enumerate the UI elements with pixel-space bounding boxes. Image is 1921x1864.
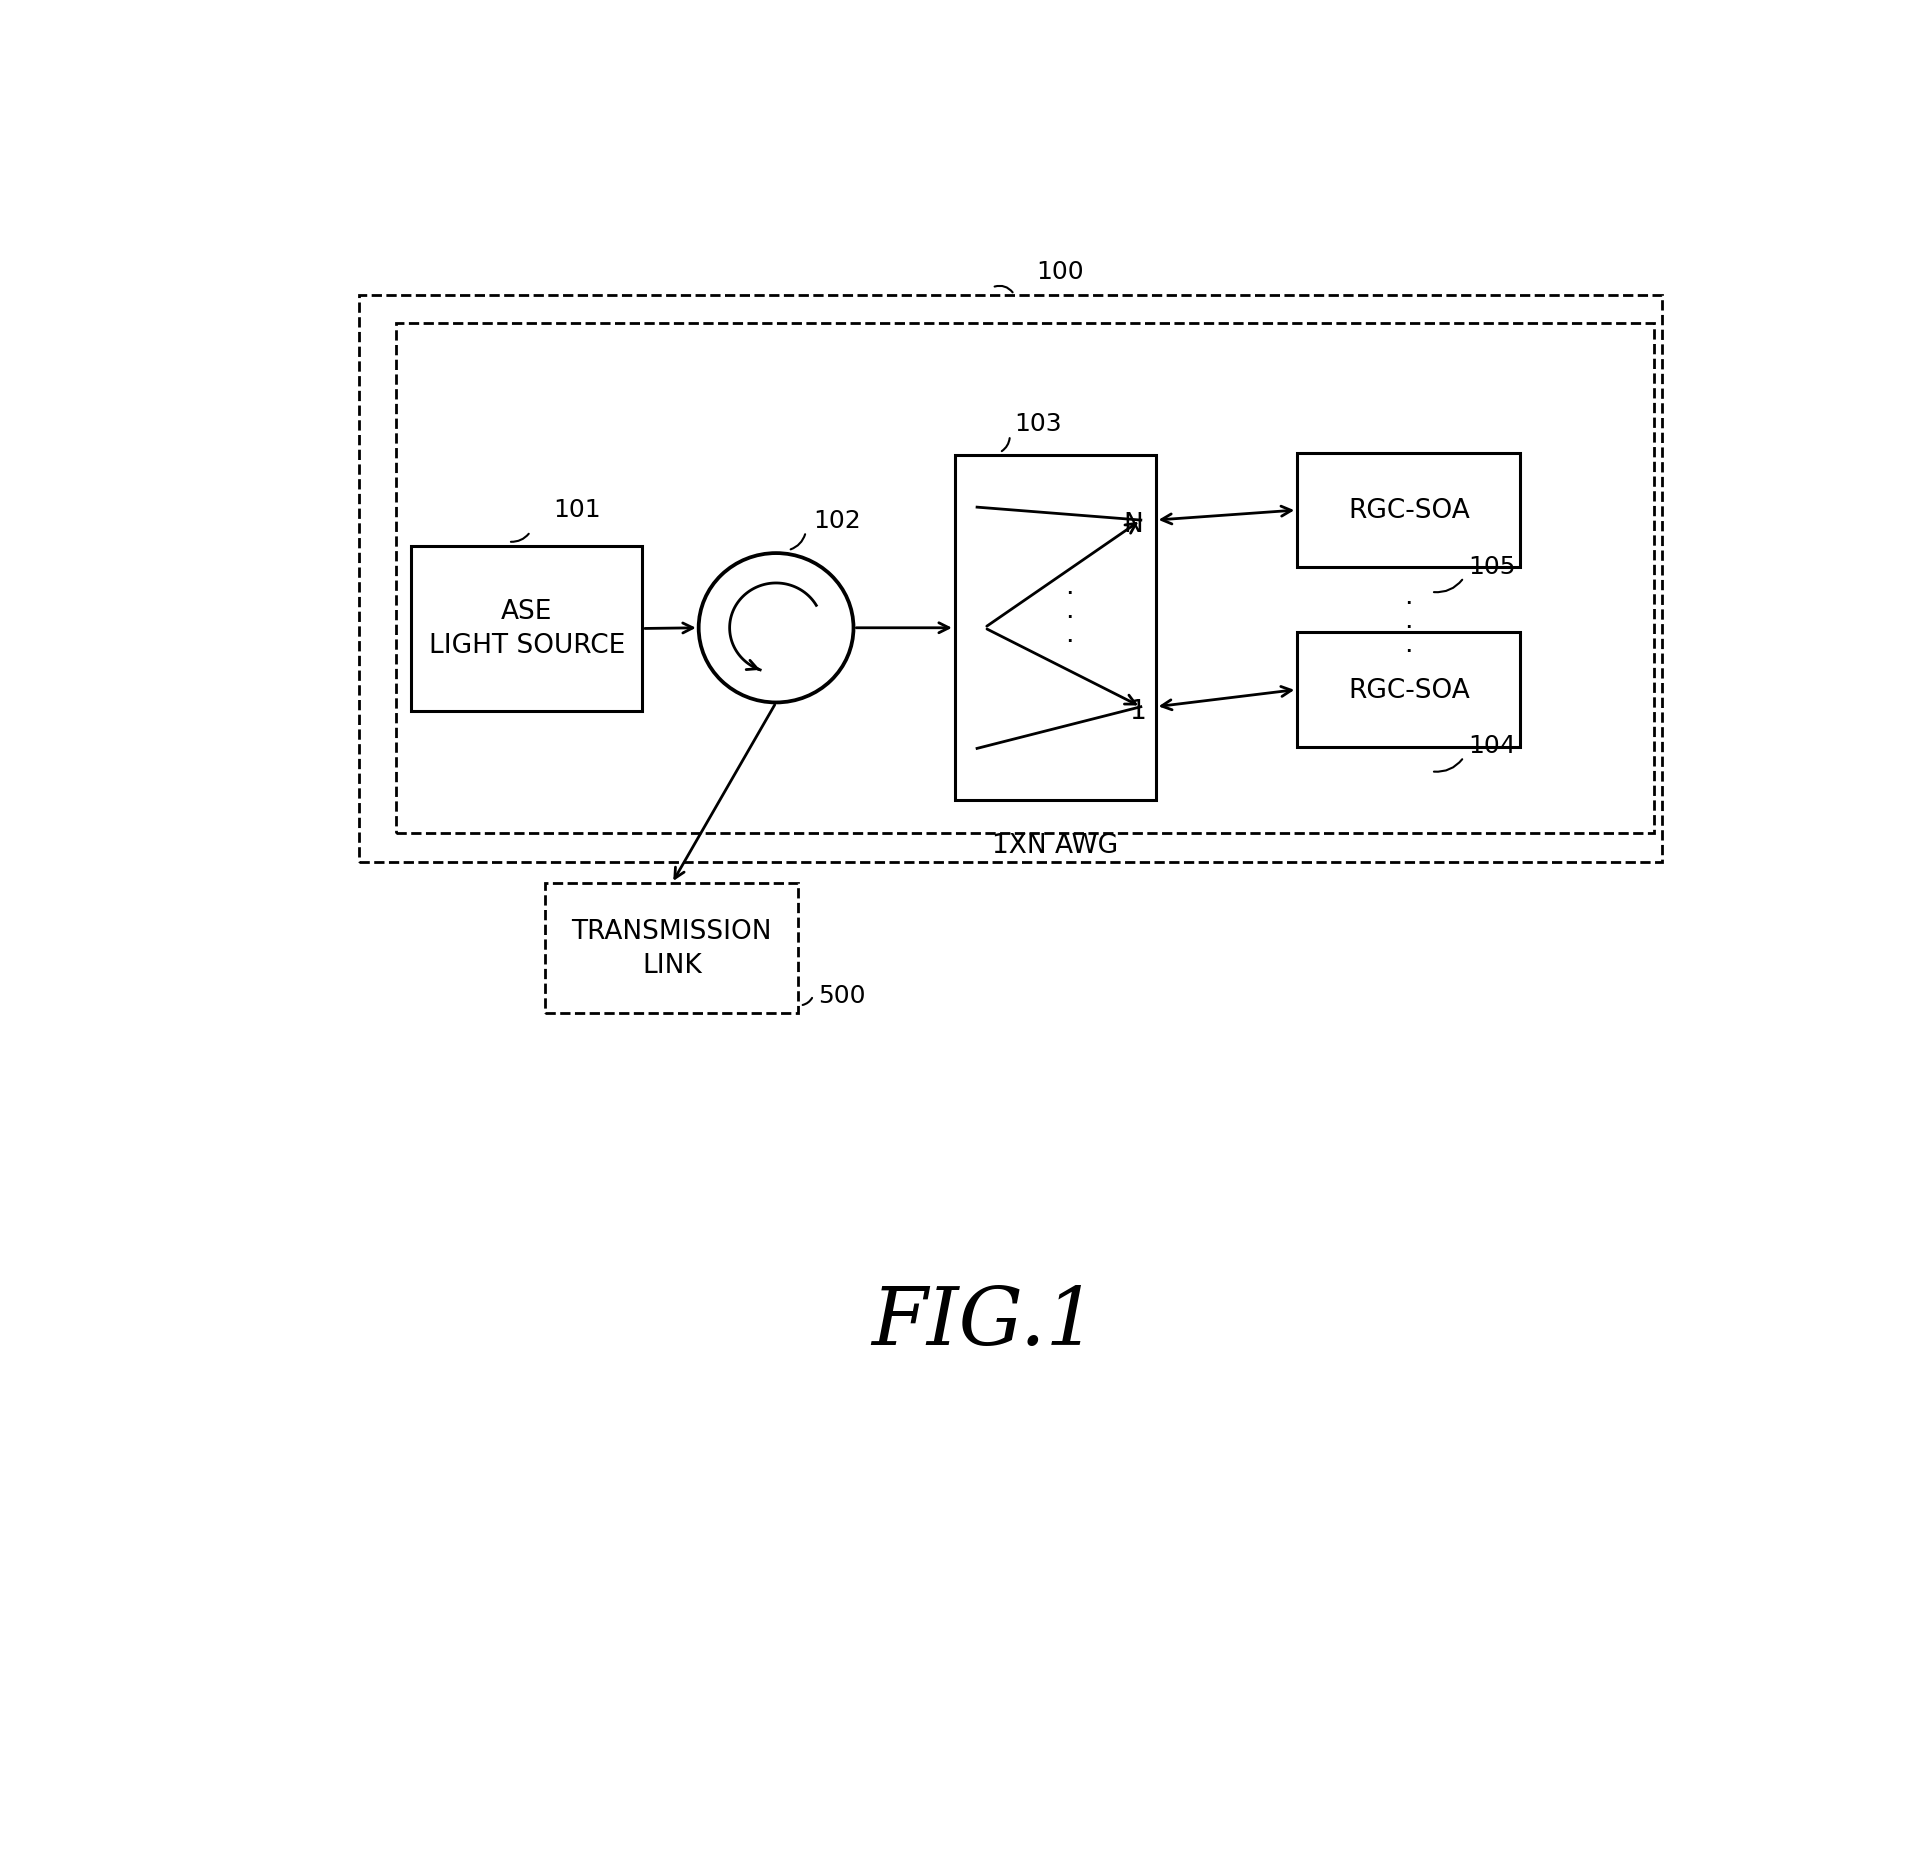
Text: ASE
LIGHT SOURCE: ASE LIGHT SOURCE — [428, 598, 624, 660]
Text: 102: 102 — [813, 509, 861, 533]
Text: 100: 100 — [1037, 259, 1083, 283]
Text: 103: 103 — [1014, 412, 1062, 436]
Text: 105: 105 — [1468, 554, 1516, 578]
Text: 500: 500 — [818, 984, 864, 1008]
Text: 1: 1 — [1130, 699, 1147, 725]
Bar — [955, 457, 1156, 802]
Text: N: N — [1124, 513, 1143, 539]
Text: TRANSMISSION
LINK: TRANSMISSION LINK — [572, 919, 772, 979]
Text: 101: 101 — [553, 498, 601, 522]
Bar — [546, 884, 799, 1014]
Bar — [1297, 453, 1521, 569]
Bar — [396, 324, 1654, 833]
Bar — [1297, 632, 1521, 747]
Text: 1XN AWG: 1XN AWG — [991, 831, 1118, 857]
Text: ·
·
·: · · · — [1064, 582, 1074, 656]
Text: FIG.1: FIG.1 — [872, 1282, 1097, 1361]
Text: 104: 104 — [1468, 734, 1516, 757]
Text: RGC-SOA: RGC-SOA — [1349, 677, 1470, 703]
Text: RGC-SOA: RGC-SOA — [1349, 498, 1470, 524]
Bar — [411, 546, 642, 712]
Bar — [359, 295, 1662, 863]
Text: ·
·
·: · · · — [1404, 591, 1414, 665]
